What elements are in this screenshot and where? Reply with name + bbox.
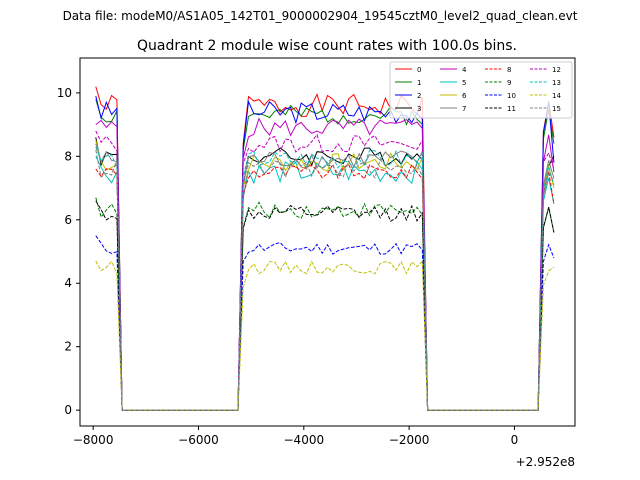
x-tick-label: −6000 [178, 433, 219, 447]
series-line-11 [95, 200, 555, 411]
legend-label-7: 7 [462, 105, 466, 113]
y-tick-label: 4 [64, 276, 72, 290]
plot-area [95, 86, 555, 411]
legend-label-5: 5 [462, 79, 466, 87]
series-line-7 [95, 143, 555, 411]
legend-label-9: 9 [507, 79, 511, 87]
x-tick-label: −4000 [284, 433, 325, 447]
series-line-14 [95, 260, 555, 411]
x-tick-label: 0 [511, 433, 519, 447]
legend-label-10: 10 [507, 92, 516, 100]
legend-label-3: 3 [417, 105, 421, 113]
series-line-5 [95, 156, 555, 411]
legend-label-1: 1 [417, 79, 421, 87]
legend-label-15: 15 [552, 105, 561, 113]
legend-label-8: 8 [507, 66, 511, 74]
legend-label-13: 13 [552, 79, 561, 87]
legend-label-11: 11 [507, 105, 516, 113]
series-line-10 [95, 235, 555, 411]
y-tick-label: 2 [64, 340, 72, 354]
legend-box [389, 61, 573, 119]
legend-label-2: 2 [417, 92, 421, 100]
axes-frame [79, 57, 576, 427]
series-line-9 [95, 197, 555, 411]
series-line-12 [95, 130, 555, 411]
y-axis: 0 2 4 6 8 10 [57, 86, 80, 417]
legend-label-14: 14 [552, 92, 561, 100]
legend-label-6: 6 [462, 92, 467, 100]
series-line-4 [95, 117, 555, 411]
legend-label-0: 0 [417, 66, 421, 74]
x-tick-label: −8000 [73, 433, 114, 447]
series-line-1 [95, 99, 555, 411]
series-line-3 [95, 137, 555, 411]
data-file-suptitle: Data file: modeM0/AS1A05_142T01_90000029… [63, 9, 578, 23]
series-line-2 [95, 95, 555, 411]
y-tick-label: 8 [64, 149, 72, 163]
series-line-8 [95, 163, 555, 411]
legend-label-4: 4 [462, 66, 467, 74]
x-axis-offset-label: +2.952e8 [516, 455, 575, 469]
y-tick-label: 10 [57, 86, 72, 100]
y-tick-label: 0 [64, 403, 72, 417]
x-axis: −8000 −6000 −4000 −2000 0 [73, 426, 518, 447]
chart-title: Quadrant 2 module wise count rates with … [137, 38, 517, 54]
y-tick-label: 6 [64, 213, 72, 227]
legend-label-12: 12 [552, 66, 561, 74]
series-line-15 [95, 149, 555, 411]
series-line-13 [95, 146, 555, 411]
series-line-6 [95, 140, 555, 411]
x-tick-label: −2000 [389, 433, 430, 447]
